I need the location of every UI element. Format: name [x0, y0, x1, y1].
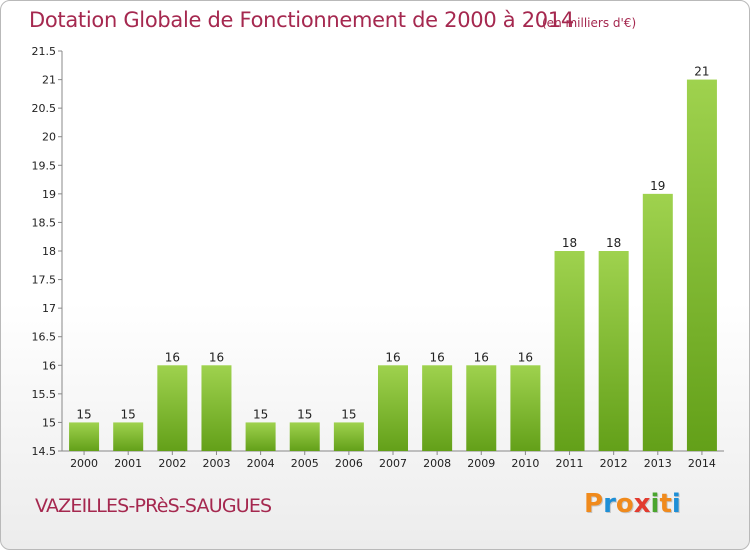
bar	[466, 365, 497, 451]
x-tick-label: 2002	[158, 457, 186, 470]
bar-value-label: 16	[385, 350, 400, 364]
logo-letter: r	[603, 489, 616, 519]
y-tick-label: 21	[42, 74, 56, 87]
bar	[598, 251, 629, 451]
chart-subtitle: (en milliers d'€)	[542, 16, 637, 30]
y-tick-label: 21.5	[32, 45, 57, 58]
proxiti-logo[interactable]: Proxiti	[584, 489, 681, 519]
x-tick-label: 2011	[556, 457, 584, 470]
x-tick-label: 2008	[423, 457, 451, 470]
chart-title: Dotation Globale de Fonctionnement de 20…	[29, 8, 574, 32]
bar	[157, 365, 188, 451]
bar	[69, 422, 100, 451]
bar-value-label: 19	[650, 179, 665, 193]
bar-value-label: 15	[253, 407, 268, 421]
y-tick-label: 19	[42, 188, 56, 201]
bar-value-label: 16	[474, 350, 489, 364]
y-tick-label: 14.5	[32, 445, 57, 458]
x-tick-label: 2010	[511, 457, 539, 470]
chart-axes: 14.5 15 15.5 16 16.5 17 17.5 18 18.5 19 19.5 20 20.5…	[32, 45, 724, 458]
logo-letter: t	[659, 489, 672, 519]
x-tick-label: 2005	[291, 457, 319, 470]
x-tick-label: 2014	[688, 457, 716, 470]
bar-value-label: 15	[341, 407, 356, 421]
y-tick-label: 16	[42, 359, 56, 372]
bar-value-label: 21	[694, 65, 709, 79]
commune-name: VAZEILLES-PRèS-SAUGUES	[35, 495, 272, 517]
y-tick-label: 17	[42, 302, 56, 315]
bar	[642, 193, 673, 451]
bar-value-label: 16	[165, 350, 180, 364]
y-tick-label: 18	[42, 245, 56, 258]
y-tick-label: 18.5	[32, 216, 57, 229]
x-tick-label: 2000	[70, 457, 98, 470]
bar	[510, 365, 541, 451]
bar	[554, 251, 585, 451]
logo-letter: i	[650, 489, 660, 519]
y-tick-label: 15	[42, 416, 56, 429]
x-tick-label: 2009	[467, 457, 495, 470]
logo-letter: P	[584, 489, 604, 519]
bar-value-label: 18	[562, 236, 577, 250]
bar	[245, 422, 276, 451]
x-tick-label: 2007	[379, 457, 407, 470]
bar-value-label: 16	[518, 350, 533, 364]
logo-letter: i	[671, 489, 681, 519]
y-tick-label: 19.5	[32, 159, 57, 172]
x-tick-label: 2006	[335, 457, 363, 470]
bar-value-label: 15	[76, 407, 91, 421]
chart-labels: 2000 15 2001 15 2002 16 2003 16 2004 15 2005 15 2006…	[70, 65, 716, 470]
x-tick-label: 2004	[247, 457, 275, 470]
x-tick-label: 2003	[202, 457, 230, 470]
bar-value-label: 15	[121, 407, 136, 421]
bar-value-label: 18	[606, 236, 621, 250]
y-tick-label: 20	[42, 131, 56, 144]
x-tick-label: 2013	[644, 457, 672, 470]
bar-value-label: 16	[209, 350, 224, 364]
y-tick-label: 20.5	[32, 102, 57, 115]
bar	[378, 365, 408, 451]
bar	[201, 365, 232, 451]
y-tick-label: 17.5	[32, 274, 57, 287]
logo-letter: x	[633, 489, 651, 519]
x-tick-label: 2001	[114, 457, 142, 470]
bar-value-label: 15	[297, 407, 312, 421]
bar-value-label: 16	[429, 350, 444, 364]
bar	[333, 422, 364, 451]
bar	[113, 422, 144, 451]
x-tick-label: 2012	[600, 457, 628, 470]
chart-bars	[69, 79, 717, 452]
y-tick-label: 16.5	[32, 331, 57, 344]
y-tick-label: 15.5	[32, 388, 57, 401]
bar	[686, 79, 717, 452]
bar	[289, 422, 320, 451]
logo-letter: o	[615, 489, 634, 519]
bar	[422, 365, 453, 451]
